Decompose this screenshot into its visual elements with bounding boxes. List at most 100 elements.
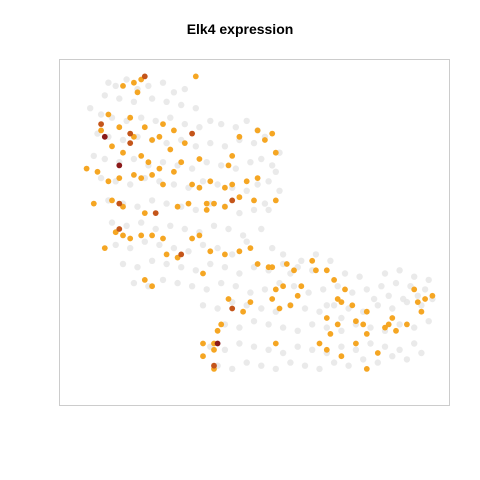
point-none-118 bbox=[188, 283, 196, 290]
point-low-10 bbox=[160, 121, 166, 127]
point-low-99 bbox=[265, 264, 272, 271]
point-none-154 bbox=[265, 321, 272, 328]
point-low-68 bbox=[101, 245, 108, 252]
point-mid-8 bbox=[178, 251, 185, 258]
point-low-33 bbox=[189, 181, 196, 188]
point-mid-5 bbox=[116, 200, 123, 207]
point-none-126 bbox=[305, 289, 312, 296]
point-none-164 bbox=[411, 324, 418, 331]
point-none-215 bbox=[312, 251, 320, 258]
point-low-102 bbox=[323, 267, 330, 274]
point-none-71 bbox=[134, 203, 141, 210]
point-low-37 bbox=[229, 181, 236, 188]
point-none-135 bbox=[199, 302, 207, 309]
point-low-106 bbox=[338, 299, 345, 305]
point-low-88 bbox=[218, 321, 225, 328]
point-none-85 bbox=[167, 222, 174, 229]
point-none-50 bbox=[203, 159, 210, 166]
point-none-220 bbox=[338, 314, 345, 322]
point-none-176 bbox=[352, 346, 360, 353]
point-none-190 bbox=[345, 362, 352, 369]
point-none-91 bbox=[112, 241, 119, 249]
point-none-12 bbox=[163, 98, 170, 106]
point-none-153 bbox=[250, 318, 258, 325]
point-low-126 bbox=[393, 327, 399, 334]
point-none-120 bbox=[218, 279, 225, 287]
point-low-47 bbox=[90, 200, 97, 207]
point-none-64 bbox=[214, 181, 221, 188]
point-low-43 bbox=[254, 127, 261, 134]
point-none-131 bbox=[378, 283, 385, 290]
point-none-198 bbox=[411, 273, 418, 280]
point-none-66 bbox=[243, 187, 250, 194]
point-low-22 bbox=[171, 168, 177, 175]
point-none-119 bbox=[203, 286, 210, 293]
point-none-168 bbox=[236, 340, 243, 347]
point-none-99 bbox=[229, 251, 236, 258]
point-low-19 bbox=[181, 140, 188, 147]
point-low-113 bbox=[363, 331, 370, 337]
point-none-103 bbox=[163, 260, 170, 268]
point-none-16 bbox=[97, 111, 105, 118]
point-low-17 bbox=[138, 153, 145, 159]
point-low-30 bbox=[138, 175, 145, 182]
point-none-19 bbox=[138, 114, 145, 121]
point-none-73 bbox=[163, 200, 170, 207]
point-low-34 bbox=[196, 184, 203, 191]
point-none-123 bbox=[261, 286, 269, 293]
point-none-214 bbox=[298, 257, 305, 264]
point-none-14 bbox=[192, 105, 199, 112]
point-low-21 bbox=[156, 165, 163, 172]
point-none-197 bbox=[396, 267, 403, 274]
point-low-112 bbox=[363, 308, 370, 315]
point-low-15 bbox=[109, 143, 115, 150]
point-none-157 bbox=[309, 321, 316, 328]
point-none-25 bbox=[218, 120, 225, 128]
point-none-129 bbox=[349, 289, 356, 296]
point-none-139 bbox=[258, 305, 265, 312]
point-none-100 bbox=[119, 260, 127, 268]
point-none-21 bbox=[167, 114, 174, 121]
point-low-3 bbox=[120, 83, 126, 89]
point-none-173 bbox=[309, 346, 316, 353]
point-low-93 bbox=[200, 353, 206, 360]
point-low-18 bbox=[167, 146, 174, 153]
point-low-40 bbox=[225, 162, 232, 169]
point-none-9 bbox=[116, 95, 123, 102]
point-low-74 bbox=[254, 261, 261, 267]
point-none-10 bbox=[130, 98, 138, 106]
point-none-167 bbox=[221, 346, 229, 353]
point-low-29 bbox=[131, 172, 137, 178]
point-none-88 bbox=[210, 222, 218, 229]
point-low-121 bbox=[411, 286, 418, 293]
point-low-35 bbox=[207, 178, 214, 185]
point-none-56 bbox=[97, 174, 105, 182]
point-low-103 bbox=[331, 277, 337, 283]
point-mid-0 bbox=[141, 73, 148, 80]
point-none-81 bbox=[108, 219, 116, 226]
point-none-72 bbox=[148, 197, 156, 204]
point-low-116 bbox=[374, 350, 381, 356]
point-none-43 bbox=[101, 155, 109, 163]
point-none-20 bbox=[152, 117, 159, 125]
point-none-203 bbox=[414, 292, 421, 299]
point-low-128 bbox=[272, 340, 279, 347]
point-none-125 bbox=[290, 283, 298, 290]
point-none-175 bbox=[338, 343, 345, 350]
point-none-98 bbox=[214, 244, 221, 252]
point-none-89 bbox=[225, 225, 232, 233]
point-low-82 bbox=[287, 302, 294, 309]
point-none-15 bbox=[87, 105, 94, 112]
point-none-159 bbox=[338, 327, 345, 334]
point-none-8 bbox=[101, 92, 109, 99]
point-low-115 bbox=[385, 321, 392, 328]
point-none-27 bbox=[243, 117, 250, 125]
point-low-7 bbox=[116, 124, 123, 131]
point-low-120 bbox=[404, 321, 410, 328]
point-none-172 bbox=[294, 343, 301, 350]
point-low-109 bbox=[323, 315, 330, 321]
point-none-101 bbox=[134, 264, 141, 271]
point-none-2 bbox=[123, 76, 130, 83]
point-none-136 bbox=[214, 305, 221, 312]
